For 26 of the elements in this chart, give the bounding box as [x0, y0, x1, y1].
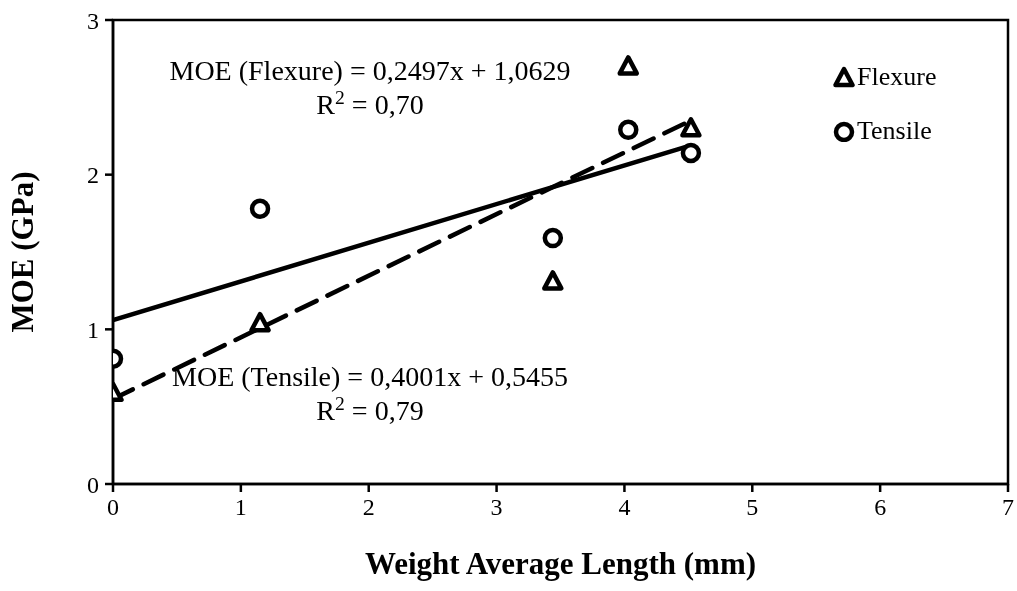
x-tick-label: 7: [1002, 494, 1014, 521]
annotation: R$^{2}$ = 0,70: [316, 86, 424, 120]
y-tick-label: 3: [87, 7, 99, 34]
annotation: MOE (Flexure) = 0,2497x + 1,0629: [169, 55, 571, 86]
point: [618, 119, 639, 141]
x-tick-label: 0: [107, 494, 119, 521]
point: [680, 117, 702, 138]
point: [542, 270, 564, 291]
point: [680, 142, 702, 164]
annotation: R$^{2}$ = 0,79: [316, 392, 424, 426]
y-tick-label: 1: [87, 316, 99, 343]
x-tick-label: 1: [234, 494, 247, 521]
point: [617, 55, 640, 76]
y-tick-label: 0: [87, 471, 99, 498]
legend-label: Tensile: [857, 116, 932, 146]
point: [542, 227, 564, 249]
legend-label: Flexure: [857, 62, 937, 92]
x-tick-label: 6: [874, 494, 887, 521]
x-tick-label: 2: [362, 494, 375, 521]
annotation: MOE (Tensile) = 0,4001x + 0,5455: [172, 361, 568, 392]
x-tick-label: 5: [746, 494, 759, 521]
y-tick-label: 2: [87, 162, 99, 189]
x-tick-label: 3: [490, 494, 503, 521]
y-axis-title: MOE (GPa): [5, 171, 41, 333]
x-axis-title: Weight Average Length (mm): [364, 546, 757, 581]
x-tick-label: 4: [618, 494, 631, 521]
